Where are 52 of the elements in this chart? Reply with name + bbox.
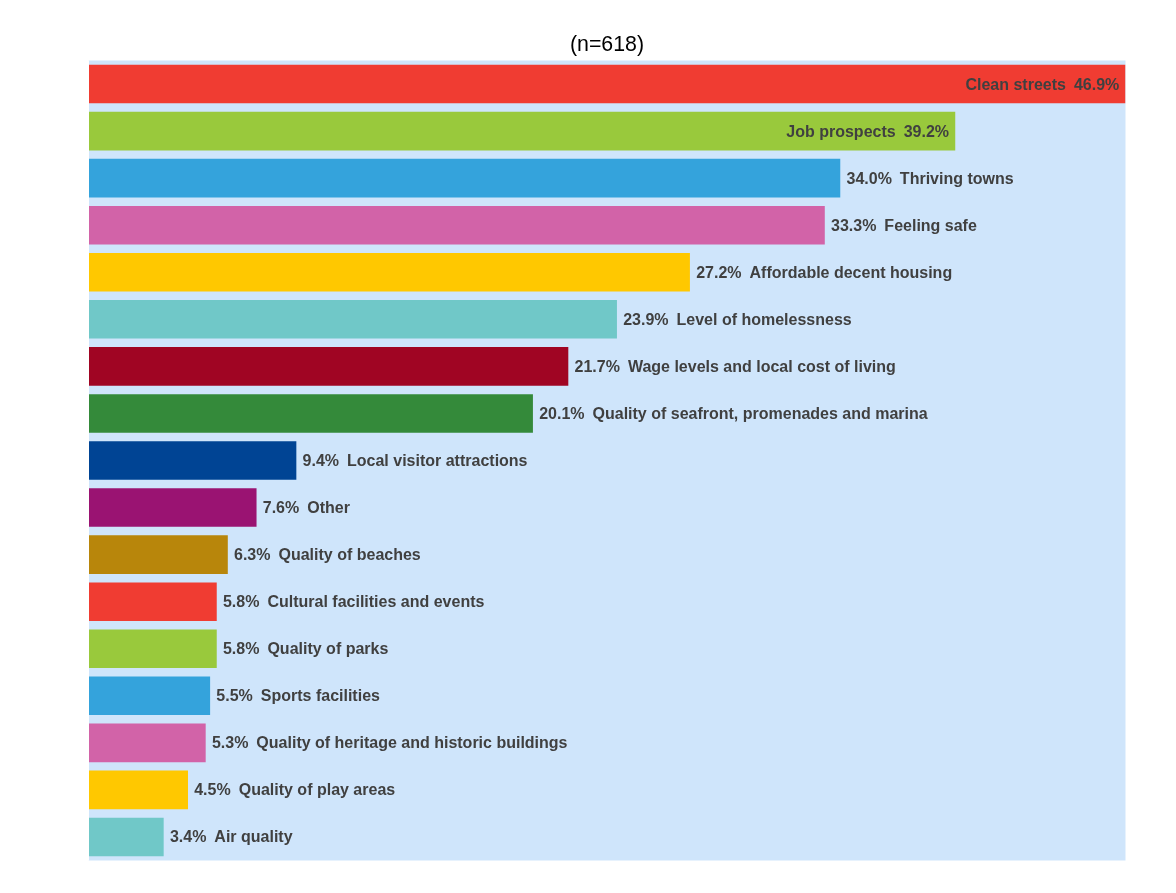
data-label: 5.8%: [222, 593, 260, 611]
y-tick-label: Job prospects: [786, 122, 896, 140]
y-tick-label: Quality of seafront, promenades and marina: [592, 404, 928, 422]
y-tick-label: Level of homelessness: [676, 310, 852, 328]
y-tick-label: Clean streets: [965, 75, 1067, 93]
data-label: 4.5%: [194, 781, 231, 799]
y-tick-label: Wage levels and local cost of living: [627, 357, 896, 375]
bar: [88, 535, 228, 574]
bar: [88, 158, 841, 198]
data-label: 34.0%: [846, 169, 892, 187]
data-label: 23.9%: [623, 310, 669, 328]
y-tick-label: Quality of play areas: [238, 781, 396, 799]
data-label: 9.4%: [302, 452, 340, 469]
bar: [88, 817, 164, 857]
bar: [88, 300, 617, 339]
bar: [88, 723, 206, 763]
data-label: 27.2%: [696, 263, 742, 281]
data-label: 5.5%: [216, 687, 253, 705]
y-tick-label: Affordable decent housing: [749, 263, 953, 281]
bar: [88, 64, 1126, 104]
chart-title: (n=618): [569, 31, 645, 56]
data-label: 21.7%: [574, 357, 620, 375]
data-label: 33.3%: [831, 216, 877, 234]
y-tick-label: Sports facilities: [260, 687, 381, 705]
bar: [88, 111, 956, 151]
data-label: 7.6%: [262, 499, 300, 517]
y-tick-label: Cultural facilities and events: [267, 593, 485, 611]
bar: [88, 676, 211, 716]
y-tick-label: Quality of parks: [267, 640, 389, 658]
bar: [88, 205, 825, 245]
data-label: 5.8%: [222, 640, 260, 658]
y-tick-label: Other: [307, 499, 350, 517]
bar: [88, 629, 217, 669]
y-tick-label: Thriving towns: [899, 169, 1014, 187]
y-tick-label: Local visitor attractions: [347, 452, 528, 469]
bar: [88, 441, 297, 480]
bar: [88, 488, 257, 527]
data-label: 5.3%: [211, 734, 249, 752]
bar: [88, 770, 188, 810]
data-label: 3.4%: [169, 828, 207, 846]
y-tick-label: Quality of beaches: [278, 546, 421, 564]
bar: [88, 582, 217, 621]
bar: [88, 252, 690, 292]
data-label: 6.3%: [234, 546, 271, 564]
y-tick-label: Air quality: [214, 828, 293, 846]
data-label: 46.9%: [1073, 75, 1120, 93]
bar: [88, 394, 533, 433]
bar: [88, 347, 569, 386]
y-tick-label: Feeling safe: [884, 216, 977, 234]
data-label: 39.2%: [903, 122, 950, 140]
data-label: 20.1%: [539, 404, 585, 422]
y-tick-label: Quality of heritage and historic buildings: [256, 734, 568, 752]
